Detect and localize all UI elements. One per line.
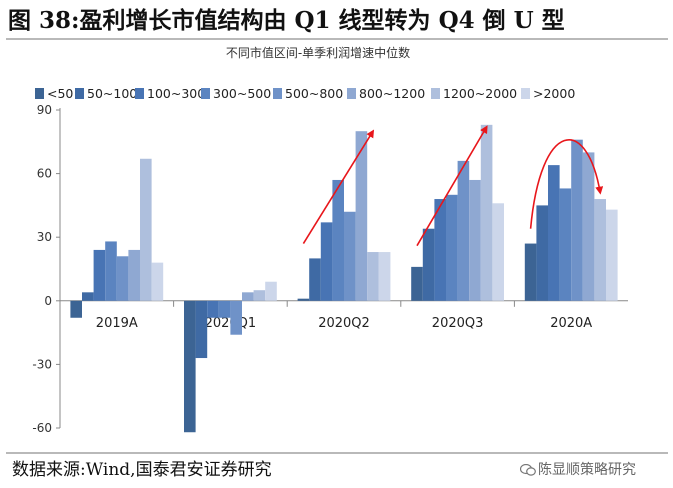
y-tick-label: 60	[37, 167, 52, 181]
bar-2020q3-2000	[492, 203, 504, 301]
trend-arrow-2020q3	[416, 125, 488, 247]
bar-2020q1-100-300	[207, 300, 219, 318]
bar-2020q3-50-100	[422, 228, 435, 301]
legend: <50 50~100 100~300 300~500 500~800 800~1200 12…	[35, 86, 575, 101]
legend-swatch-1200-2000	[431, 88, 440, 99]
legend-swatch-500-800	[273, 88, 282, 99]
trend-arrow-2020a	[529, 139, 604, 229]
bar-2019a-800-1200	[128, 249, 140, 301]
bar-2020a-300-500	[559, 188, 572, 301]
x-tick-label-2020q2: 2020Q2	[318, 316, 370, 331]
trend-arrow-2020q2	[302, 129, 375, 244]
bars	[70, 124, 618, 433]
bar-2020q2-2000	[378, 252, 391, 301]
legend-swatch-2000	[521, 88, 530, 99]
legend-label-100-300: 100~300	[147, 86, 205, 101]
figure-title: 图 38:盈利增长市值结构由 Q1 线型转为 Q4 倒 U 型	[8, 7, 565, 34]
bar-2020a-800-1200	[582, 152, 595, 301]
wechat-icon	[520, 464, 536, 476]
bar-2019a-1200-2000	[140, 158, 152, 301]
y-tick-label: 30	[37, 230, 52, 244]
watermark: 陈显顺策略研究	[520, 459, 636, 481]
bar-2020q3-50	[411, 266, 423, 301]
bar-2020q3-100-300	[434, 199, 446, 301]
bar-2020q2-500-800	[344, 211, 356, 301]
y-tick-label: -30	[32, 357, 52, 371]
watermark-text: 陈显顺策略研究	[538, 462, 636, 478]
bar-2020q1-1200-2000	[253, 290, 266, 301]
bar-2020q2-800-1200	[355, 131, 368, 301]
bar-2020q3-300-500	[446, 194, 458, 301]
bar-2020q1-300-500	[218, 300, 231, 318]
x-tick-label-2019a: 2019A	[96, 316, 138, 331]
bar-2020q1-500-800	[230, 300, 242, 335]
bar-2020a-100-300	[548, 165, 560, 301]
bar-2020a-50	[524, 243, 537, 301]
legend-label-50: <50	[47, 86, 73, 101]
bar-2019a-50-100	[82, 292, 94, 301]
title-divider	[6, 38, 668, 40]
bar-2020q2-1200-2000	[367, 252, 379, 301]
y-tick-label: -60	[32, 421, 52, 435]
bar-2019a-2000	[151, 262, 164, 301]
legend-label-50-100: 50~100	[87, 86, 137, 101]
legend-label-2000: >2000	[533, 86, 575, 101]
bar-2019a-100-300	[93, 249, 106, 301]
bar-chart: 不同市值区间-单季利润增速中位数 <50 50~100 100~300 300~500…	[32, 45, 628, 435]
bar-2020q1-2000	[265, 281, 277, 301]
bar-2020q1-50	[184, 300, 196, 433]
bar-2020q2-50	[297, 298, 310, 301]
bar-2020a-500-800	[571, 139, 583, 301]
bar-2020a-50-100	[536, 205, 548, 301]
legend-label-300-500: 300~500	[213, 86, 271, 101]
bar-2020q2-100-300	[320, 222, 333, 301]
y-tick-label: 0	[44, 294, 52, 308]
bar-2020a-2000	[606, 209, 618, 301]
data-source: 数据来源:Wind,国泰君安证券研究	[12, 460, 272, 480]
x-tick-label-2020q3: 2020Q3	[432, 316, 484, 331]
bar-2020q2-300-500	[332, 179, 344, 301]
bar-2020q1-800-1200	[242, 292, 254, 301]
bar-2019a-50	[70, 300, 82, 318]
bar-2020q1-50-100	[195, 300, 208, 359]
legend-swatch-100-300	[135, 88, 144, 99]
bar-2019a-500-800	[116, 256, 129, 301]
trend-arrows	[302, 125, 604, 247]
chart-subtitle: 不同市值区间-单季利润增速中位数	[226, 45, 410, 60]
source-divider	[6, 452, 668, 454]
bar-2020q2-50-100	[309, 258, 321, 301]
y-tick-label: 90	[37, 103, 52, 117]
bar-2020a-1200-2000	[594, 199, 606, 301]
bar-2020q3-1200-2000	[480, 124, 493, 301]
bar-2020q3-800-1200	[469, 179, 481, 301]
legend-label-500-800: 500~800	[285, 86, 343, 101]
bar-2020q3-500-800	[457, 160, 470, 301]
x-tick-label-2020a: 2020A	[550, 316, 592, 331]
legend-swatch-300-500	[201, 88, 210, 99]
legend-swatch-50-100	[75, 88, 84, 99]
legend-swatch-800-1200	[347, 88, 356, 99]
legend-label-1200-2000: 1200~2000	[443, 86, 517, 101]
legend-swatch-50	[35, 88, 44, 99]
legend-label-800-1200: 800~1200	[359, 86, 425, 101]
bar-2019a-300-500	[105, 241, 117, 301]
